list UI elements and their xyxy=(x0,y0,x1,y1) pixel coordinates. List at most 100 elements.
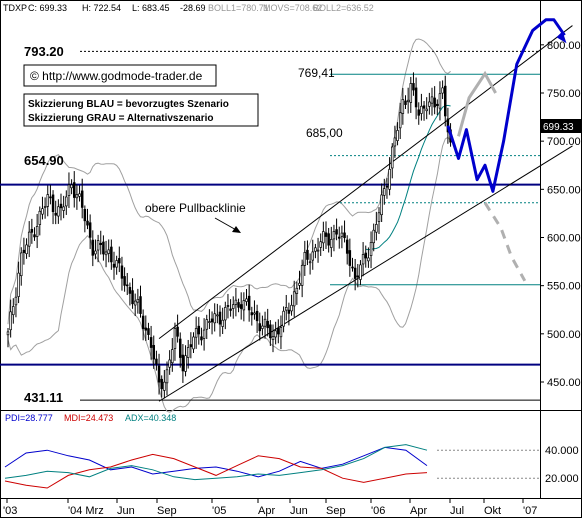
blue-scenario-path xyxy=(446,18,566,193)
candle-body xyxy=(226,305,230,307)
candle-body xyxy=(335,229,338,235)
candle-body xyxy=(425,108,428,112)
candle-body xyxy=(292,291,296,307)
candle-body xyxy=(258,323,262,332)
candle-body xyxy=(123,276,126,286)
candle xyxy=(9,299,12,338)
candle xyxy=(136,288,140,314)
candle-body xyxy=(25,244,28,255)
x-tick-label: '06 xyxy=(371,505,385,517)
candle-body xyxy=(311,251,315,261)
candle xyxy=(271,324,275,353)
candle xyxy=(118,246,121,273)
candle xyxy=(401,87,405,125)
candle xyxy=(152,335,156,369)
candle xyxy=(245,289,248,306)
candle xyxy=(86,208,89,230)
y-tick-label: 600.00 xyxy=(547,232,581,244)
horizontal-levels xyxy=(0,50,540,401)
candle xyxy=(406,87,410,114)
candle xyxy=(258,312,262,341)
candle xyxy=(49,184,52,205)
candle xyxy=(420,93,423,121)
candle xyxy=(213,303,216,332)
label-685: 685,00 xyxy=(306,126,343,140)
adx-legend: ADX=40.348 xyxy=(125,413,176,423)
y-tick-label: 550.00 xyxy=(547,281,581,293)
candle xyxy=(361,242,365,277)
header-high: H: 722.54 xyxy=(82,3,121,13)
candle xyxy=(369,231,373,269)
candle-body xyxy=(364,252,368,259)
candle xyxy=(147,322,150,340)
candle xyxy=(165,361,169,396)
candle-body xyxy=(282,310,285,327)
candle xyxy=(59,193,63,221)
candle xyxy=(242,292,246,322)
candle-body xyxy=(67,184,71,196)
candle-body xyxy=(6,331,10,336)
candle xyxy=(343,220,346,243)
candle-body xyxy=(404,100,407,105)
candle-body xyxy=(27,231,31,247)
candle xyxy=(194,316,198,349)
candle-body xyxy=(131,290,134,305)
url-text: © http://www.godmode-trader.de xyxy=(30,69,203,83)
candle xyxy=(96,234,100,263)
candle-body xyxy=(239,304,243,309)
candle-body xyxy=(255,310,259,322)
candle xyxy=(83,205,87,233)
candle xyxy=(17,261,20,304)
candle xyxy=(33,227,36,241)
candle-body xyxy=(38,210,42,225)
candle-body xyxy=(120,265,124,279)
candle-body xyxy=(409,83,413,103)
candle-body xyxy=(300,264,304,286)
candle-body xyxy=(33,234,36,238)
candle xyxy=(255,304,259,333)
candle-body xyxy=(179,338,182,358)
candle-body xyxy=(20,252,23,277)
candle-body xyxy=(173,328,177,349)
candle xyxy=(292,280,296,317)
candle-body xyxy=(70,184,73,189)
candle xyxy=(290,294,293,316)
candle-body xyxy=(110,246,113,263)
candle xyxy=(30,218,34,244)
candle xyxy=(171,338,174,372)
candle-body xyxy=(303,252,307,266)
label-769: 769,41 xyxy=(298,66,335,80)
candle-body xyxy=(279,327,283,338)
y-tick-label: 500.00 xyxy=(547,329,581,341)
candle xyxy=(444,75,447,127)
candle-body xyxy=(165,369,169,384)
x-tick-label: Apr xyxy=(258,505,275,517)
candle-body xyxy=(271,336,275,340)
candle xyxy=(51,190,55,225)
candle xyxy=(216,303,219,324)
candle xyxy=(192,332,195,353)
candle xyxy=(160,375,163,398)
candle-body xyxy=(441,87,444,94)
candle xyxy=(54,200,57,225)
candle xyxy=(269,320,272,346)
candle-body xyxy=(322,231,325,244)
candle-body xyxy=(59,203,63,209)
candle-body xyxy=(139,296,142,314)
candle-body xyxy=(338,236,341,239)
candle-body xyxy=(49,196,52,199)
candle xyxy=(115,255,118,275)
candle-body xyxy=(91,239,95,256)
candle xyxy=(141,309,145,341)
y-tick-label: 750.00 xyxy=(547,88,581,100)
candle xyxy=(316,237,320,263)
candle xyxy=(327,227,330,253)
header-change: -28.69 xyxy=(180,3,206,13)
moving-average-line xyxy=(365,104,451,251)
candle-body xyxy=(237,302,240,308)
candle-body xyxy=(12,306,15,316)
candle-body xyxy=(287,309,291,314)
y-tick-label: 650.00 xyxy=(547,184,581,196)
indicator-tick-label: 40.000 xyxy=(545,445,579,457)
candle xyxy=(306,240,309,266)
